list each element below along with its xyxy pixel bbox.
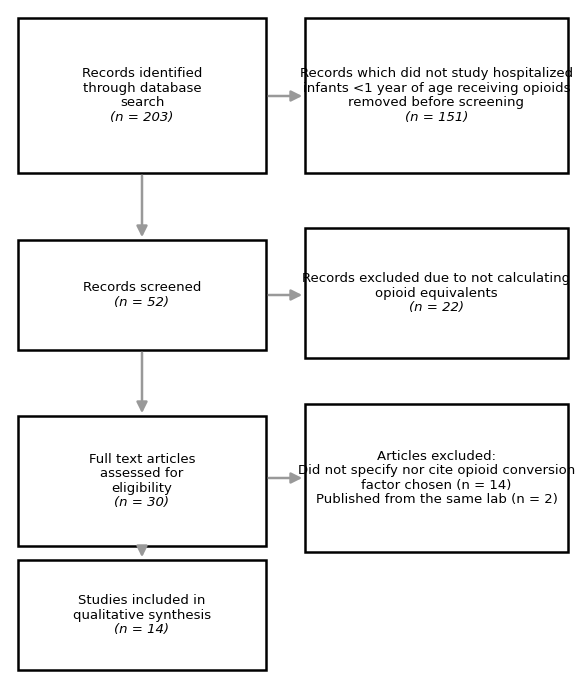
Text: qualitative synthesis: qualitative synthesis [73,608,211,621]
Text: Published from the same lab (n = 2): Published from the same lab (n = 2) [315,493,558,506]
Text: removed before screening: removed before screening [349,97,525,109]
Text: search: search [120,97,164,109]
Text: infants <1 year of age receiving opioids: infants <1 year of age receiving opioids [303,82,570,95]
Text: Articles excluded:: Articles excluded: [377,450,496,463]
Text: opioid equivalents: opioid equivalents [375,286,498,299]
Text: (n = 52): (n = 52) [115,296,170,309]
Text: (n = 30): (n = 30) [115,496,170,509]
Text: through database: through database [82,82,201,95]
Bar [18,18,266,173]
Text: eligibility: eligibility [112,482,173,495]
Text: (n = 22): (n = 22) [409,301,464,314]
Text: Records screened: Records screened [83,282,201,295]
Bar [305,404,568,552]
Bar [305,228,568,358]
Text: factor chosen (n = 14): factor chosen (n = 14) [362,479,512,492]
Text: Studies included in: Studies included in [78,594,206,607]
Bar [18,560,266,670]
Text: assessed for: assessed for [101,467,184,480]
Text: Records which did not study hospitalized: Records which did not study hospitalized [300,67,573,80]
Text: Records excluded due to not calculating: Records excluded due to not calculating [302,272,570,285]
Text: Records identified: Records identified [82,67,202,80]
Text: (n = 14): (n = 14) [115,623,170,636]
Bar [305,18,568,173]
Text: (n = 151): (n = 151) [405,111,468,124]
Text: Did not specify nor cite opioid conversion: Did not specify nor cite opioid conversi… [298,464,575,477]
Text: (n = 203): (n = 203) [111,111,174,124]
Bar [18,416,266,546]
Bar [18,240,266,350]
Text: Full text articles: Full text articles [89,453,195,466]
